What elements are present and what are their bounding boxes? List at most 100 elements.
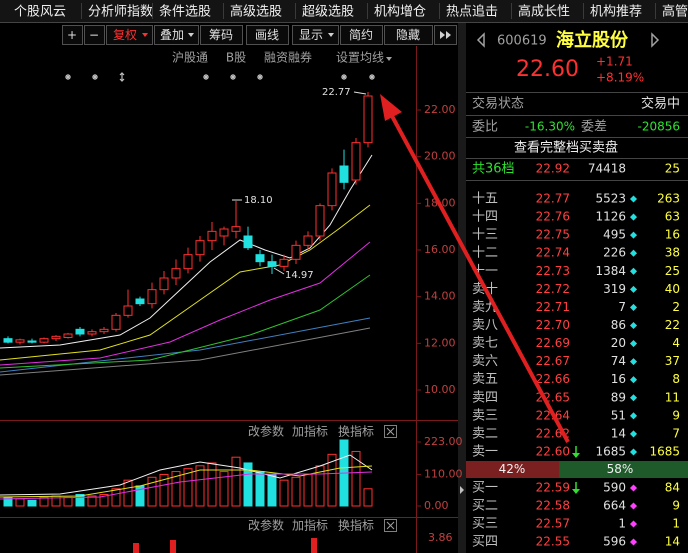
menu: 个股风云 分析师指数 条件选股 高级选股 超级选股 机构增仓 热点追击 高成长性 机构推荐 高管 <box>14 3 688 20</box>
ma-line <box>0 327 371 376</box>
candle-body <box>147 289 157 305</box>
level-count: 4 <box>672 336 680 350</box>
toolbar-button[interactable] <box>292 25 339 45</box>
subbar-item[interactable]: 设置均线 <box>336 51 384 65</box>
subbar-item[interactable]: 沪股通 <box>172 51 208 65</box>
toolbar-button[interactable] <box>200 25 243 45</box>
toolbar-button[interactable] <box>246 25 289 45</box>
toolbar-button[interactable] <box>434 25 457 45</box>
level-label: 卖三 <box>472 408 498 423</box>
toolbar-label[interactable]: 筹码 <box>209 28 233 42</box>
level-count: 8 <box>672 372 680 386</box>
candle-body <box>63 333 73 338</box>
panel-button[interactable]: 改参数 <box>248 424 284 439</box>
toolbar-button[interactable] <box>62 25 83 45</box>
menu-item[interactable]: 机构推荐 <box>590 5 642 20</box>
level-volume: 51 <box>611 408 626 422</box>
panel-button[interactable]: 加指标 <box>292 424 328 439</box>
candle-body <box>207 230 217 242</box>
level-volume: 664 <box>603 499 626 513</box>
panel-button[interactable]: 换指标 <box>338 518 374 533</box>
price-tick-label: 10.00 <box>424 383 456 396</box>
toolbar-button[interactable] <box>84 25 105 45</box>
toolbar-label[interactable]: 复权 <box>113 28 137 42</box>
status-label: 交易状态 <box>472 96 524 112</box>
volume-bar <box>207 462 217 507</box>
toolbar-label[interactable]: 简约 <box>349 27 373 42</box>
candle-body <box>255 254 265 263</box>
stock-code: 600619 <box>497 34 547 49</box>
candle-body <box>315 205 325 237</box>
subbar: 沪股通 B股 融资融券 设置均线 <box>172 50 392 65</box>
volume-bar <box>111 488 121 507</box>
candle-body <box>195 240 205 256</box>
trend-arrow <box>572 453 580 458</box>
close-button[interactable] <box>384 519 397 532</box>
level-label: 买四 <box>472 535 498 550</box>
dropdown-arrow <box>386 57 392 61</box>
splitter[interactable] <box>458 23 466 553</box>
toolbar-label[interactable]: 叠加 <box>160 28 184 42</box>
last-price: 22.60 <box>516 57 579 82</box>
level-volume: 319 <box>603 282 626 296</box>
close-button[interactable] <box>384 425 397 438</box>
menu-item[interactable]: 超级选股 <box>302 5 354 20</box>
price-tick-label: 22.00 <box>424 103 456 116</box>
summary-count: 25 <box>665 162 680 176</box>
panel-button[interactable]: 换指标 <box>338 424 374 439</box>
status-value: 交易中 <box>641 96 680 112</box>
level-marker <box>629 213 638 221</box>
level-count: 263 <box>657 192 680 206</box>
toolbar-button[interactable] <box>154 25 199 45</box>
volume-bar <box>219 471 229 507</box>
dropdown-arrow <box>328 33 334 37</box>
level-label: 十五 <box>472 192 498 207</box>
menu-item[interactable]: 机构增仓 <box>374 5 426 20</box>
subbar-item[interactable]: B股 <box>226 51 246 65</box>
level-volume: 1384 <box>595 264 626 278</box>
menu-item[interactable]: 分析师指数 <box>88 5 153 20</box>
moving-averages <box>0 154 373 376</box>
summary-label: 共36档 <box>472 162 515 177</box>
buy-share-bar <box>559 461 688 478</box>
toolbar-label[interactable]: + <box>67 28 77 42</box>
toolbar-label[interactable]: 显示 <box>299 28 323 42</box>
subbar-item[interactable]: 融资融券 <box>264 50 312 65</box>
menu-item[interactable]: 条件选股 <box>159 4 211 20</box>
order-book: 十五 22.77 5523 263 十四 22.76 1126 63 十三 22.75 495 16 十… <box>472 192 680 550</box>
candle-body <box>159 277 169 291</box>
toolbar-label[interactable]: 隐藏 <box>396 28 420 42</box>
splitter-arrow[interactable] <box>460 486 464 494</box>
panel-button[interactable]: 加指标 <box>292 518 328 533</box>
price-tick-label: 14.00 <box>424 290 456 303</box>
level-count: 38 <box>665 246 680 260</box>
toolbar-button[interactable] <box>384 25 433 45</box>
level-marker <box>629 267 638 275</box>
candle-body <box>51 335 61 340</box>
level-price: 22.60 <box>536 444 570 458</box>
level-volume: 1126 <box>595 210 626 224</box>
level-volume: 14 <box>611 426 626 440</box>
level-marker <box>629 285 638 293</box>
full-book-link[interactable]: 查看完整档买卖盘 <box>514 140 618 156</box>
menu-item[interactable]: 热点追击 <box>446 4 498 20</box>
level-price: 22.66 <box>536 372 570 386</box>
toolbar-label[interactable]: 画线 <box>255 28 279 42</box>
menu-item[interactable]: 个股风云 <box>14 5 66 20</box>
candle-body <box>279 258 289 267</box>
dropdown-arrow <box>188 33 194 37</box>
level-marker <box>629 430 638 438</box>
level-count: 1685 <box>649 444 680 458</box>
level-volume: 89 <box>611 390 626 404</box>
annotation-pointer <box>353 91 367 95</box>
menu-item[interactable]: 高管 <box>662 4 688 20</box>
quote-header: 600619 海立股份 22.60 +1.71 +8.19% <box>476 29 660 85</box>
panel-button[interactable]: 改参数 <box>248 518 284 533</box>
toolbar-button[interactable] <box>340 25 383 45</box>
candle-body <box>3 338 13 343</box>
menu-item[interactable]: 高成长性 <box>518 4 570 20</box>
menu-item[interactable]: 高级选股 <box>230 4 282 20</box>
macd-bars <box>133 538 317 553</box>
toolbar-button[interactable] <box>106 25 153 45</box>
toolbar-label[interactable]: − <box>89 28 99 42</box>
